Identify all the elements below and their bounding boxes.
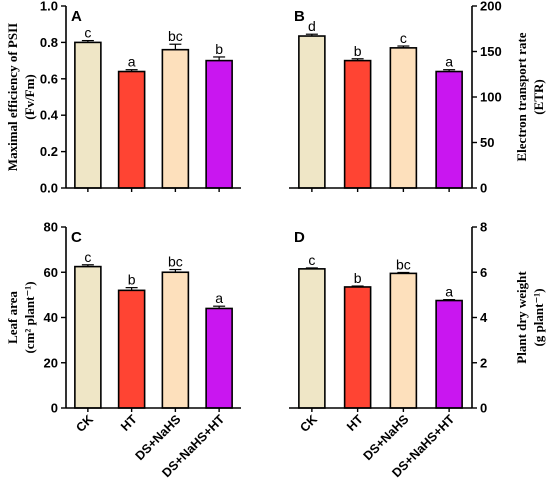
y-tick-label: 0 — [480, 181, 487, 196]
significance-letter: bc — [396, 256, 411, 272]
bar-ht — [117, 289, 146, 409]
significance-letter: b — [354, 270, 362, 286]
significance-letter: a — [128, 54, 136, 70]
bar-ck — [74, 41, 102, 189]
significance-letter: b — [128, 272, 136, 288]
y-axis-label-line1: Electron transport rate — [514, 32, 529, 161]
bar-ds-nahs-ht — [205, 59, 233, 189]
significance-letter: bc — [168, 28, 183, 44]
y-tick-label: 40 — [44, 310, 58, 325]
bar-ds-nahs-ht — [435, 70, 463, 189]
x-tick-label: CK — [297, 412, 320, 435]
panel-c: cCKbHTbcDS+NaHSaDS+NaHS+HT020406080CLeaf… — [5, 220, 241, 480]
y-axis-label-line2: (cm² plant⁻¹) — [22, 281, 37, 353]
y-tick-label: 100 — [480, 90, 502, 105]
y-tick-label: 50 — [480, 135, 494, 150]
y-axis-label: Maximal efficiency of PSII (Fv/Fm) — [5, 23, 37, 171]
y-tick-label: 20 — [44, 355, 58, 370]
significance-letter: c — [84, 249, 91, 265]
bar-ds-nahs — [389, 47, 418, 189]
y-tick-label: 0 — [51, 401, 58, 416]
bar-ds-nahs — [161, 48, 190, 189]
y-tick-label: 0.2 — [40, 144, 58, 159]
y-tick-label: 1.0 — [40, 0, 58, 14]
y-tick-label: 4 — [480, 310, 488, 325]
x-tick-label: CK — [73, 412, 96, 435]
panel-letter: D — [294, 229, 305, 246]
y-axis-label-line1: Plant dry weight — [514, 271, 529, 364]
panel-letter: A — [71, 8, 82, 25]
significance-letter: c — [308, 252, 315, 268]
y-tick-label: 6 — [480, 265, 487, 280]
y-tick-label: 0.6 — [40, 71, 58, 86]
y-axis-label-line2: (ETR) — [531, 79, 546, 114]
y-tick-label: 0.4 — [40, 108, 59, 123]
significance-letter: b — [354, 43, 362, 59]
y-tick-label: 200 — [480, 0, 502, 14]
y-tick-label: 8 — [480, 220, 487, 235]
y-tick-label: 0.0 — [40, 181, 58, 196]
x-tick-label: HT — [118, 412, 140, 434]
significance-letter: d — [308, 18, 316, 34]
bar-ck — [74, 265, 102, 409]
significance-letter: a — [445, 284, 453, 300]
significance-letter: c — [84, 25, 91, 41]
bar-ds-nahs — [161, 271, 190, 409]
y-axis-label: Leaf area (cm² plant⁻¹) — [5, 281, 37, 353]
significance-letter: a — [445, 54, 453, 70]
panel-b: d b c a 0 50 100 150 200 B Electron transport rate… — [289, 0, 546, 196]
panel-letter: C — [71, 229, 82, 246]
y-axis-label-line2: (g plant⁻¹) — [531, 288, 546, 346]
significance-letter: bc — [168, 254, 183, 270]
y-axis-label: Electron transport rate (ETR) — [514, 32, 546, 161]
y-tick-label: 150 — [480, 44, 502, 59]
bar-ck — [298, 35, 326, 189]
bar-ds-nahs-ht — [205, 307, 233, 409]
y-tick-label: 0 — [480, 401, 487, 416]
y-axis-label: Plant dry weight (g plant⁻¹) — [514, 271, 546, 364]
y-tick-label: 0.8 — [40, 35, 58, 50]
y-axis-label-line1: Maximal efficiency of PSII — [5, 23, 20, 171]
panel-a: c a bc b 0.0 0.2 0.4 0.6 0.8 1.0 A Maximal efficien… — [5, 0, 241, 196]
bar-ht — [343, 59, 372, 189]
bar-ht — [343, 286, 372, 409]
bar-ht — [117, 70, 146, 189]
y-tick-label: 2 — [480, 355, 487, 370]
significance-letter: a — [215, 290, 223, 306]
y-axis-label-line1: Leaf area — [5, 291, 20, 344]
y-tick-label: 60 — [44, 265, 58, 280]
significance-letter: b — [215, 41, 223, 57]
y-axis-label-line2: (Fv/Fm) — [22, 74, 37, 119]
significance-letter: c — [400, 30, 407, 46]
bar-ds-nahs-ht — [435, 299, 463, 409]
panel-letter: B — [294, 8, 305, 25]
y-tick-label: 80 — [44, 220, 58, 235]
bar-ck — [298, 268, 326, 409]
bar-ds-nahs — [389, 272, 418, 409]
x-tick-label: HT — [344, 412, 366, 434]
